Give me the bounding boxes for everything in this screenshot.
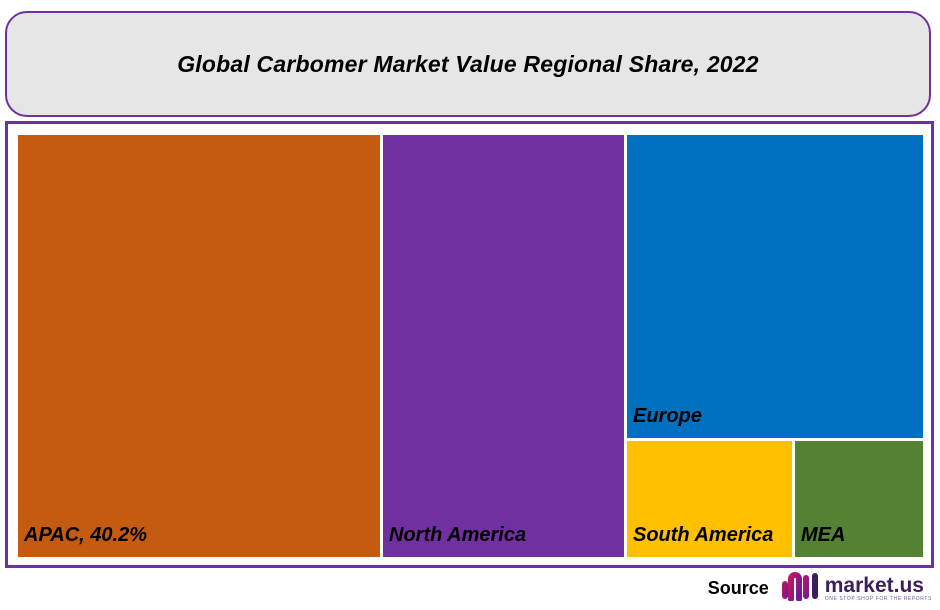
tile-label-mea: MEA (801, 524, 846, 546)
tile-label-apac: APAC, 40.2% (24, 524, 148, 546)
treemap-tile-europe: Europe (627, 135, 923, 438)
tile-label-europe: Europe (633, 405, 702, 427)
source-attribution: Source market.us ONE STOP SHOP FOR THE R… (708, 570, 932, 606)
treemap-tile-mea: MEA (795, 441, 923, 557)
brand-name: market.us (824, 573, 924, 597)
treemap-frame: APAC, 40.2% North America Europe South A… (5, 121, 934, 568)
brand: market.us ONE STOP SHOP FOR THE REPORTS (825, 575, 932, 602)
treemap-tile-north-america: North America (383, 135, 624, 557)
market-us-logo-icon (781, 571, 819, 606)
brand-tagline: ONE STOP SHOP FOR THE REPORTS (824, 595, 932, 602)
treemap-tile-south-america: South America (627, 441, 792, 557)
tile-label-north-america: North America (389, 524, 527, 546)
chart-title: Global Carbomer Market Value Regional Sh… (177, 50, 759, 77)
chart-title-box: Global Carbomer Market Value Regional Sh… (5, 11, 931, 117)
tile-label-south-america: South America (633, 524, 774, 546)
source-label: Source (707, 577, 769, 598)
treemap-tile-apac: APAC, 40.2% (18, 135, 380, 557)
